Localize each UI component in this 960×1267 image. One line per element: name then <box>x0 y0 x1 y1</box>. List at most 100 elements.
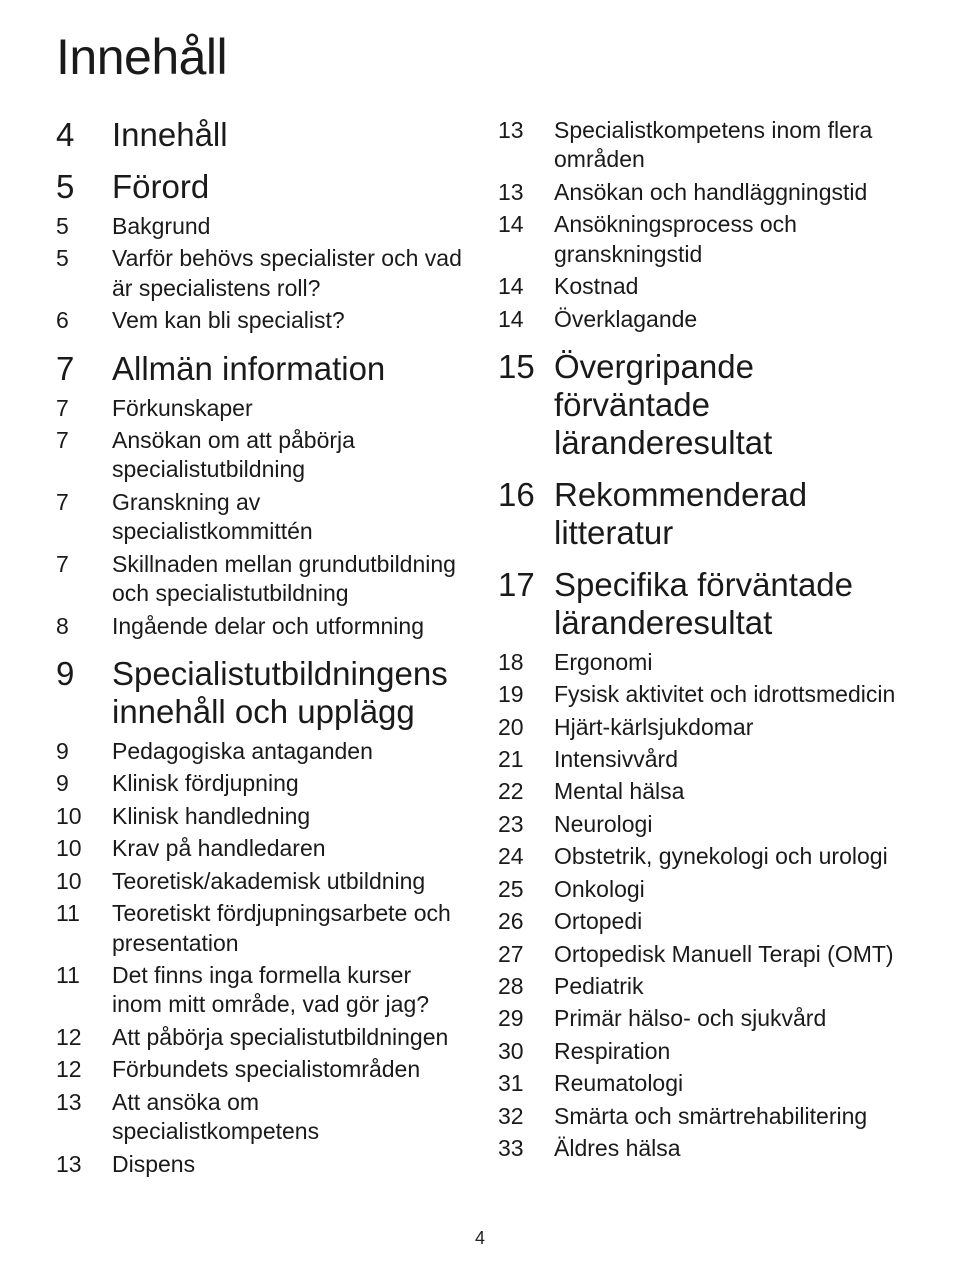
toc-entry-page: 22 <box>498 777 554 806</box>
toc-entry: 10Klinisk handledning <box>56 802 462 831</box>
toc-entry-page: 4 <box>56 116 112 154</box>
toc-entry-page: 12 <box>56 1055 112 1084</box>
toc-entry-title: Neurologi <box>554 810 904 839</box>
toc-entry-title: Förbundets specialistområden <box>112 1055 462 1084</box>
toc-entry: 9Klinisk fördjupning <box>56 769 462 798</box>
toc-entry-page: 28 <box>498 972 554 1001</box>
toc-entry-title: Specifika förväntade läranderesultat <box>554 566 904 642</box>
toc-entry: 15Övergripande förväntade läranderesulta… <box>498 348 904 462</box>
toc-entry-page: 20 <box>498 713 554 742</box>
toc-entry-title: Ansökningsprocess och granskningstid <box>554 210 904 269</box>
toc-entry-page: 21 <box>498 745 554 774</box>
toc-entry-title: Att ansöka om specialistkompetens <box>112 1088 462 1147</box>
toc-entry: 13Dispens <box>56 1150 462 1179</box>
toc-entry: 28Pediatrik <box>498 972 904 1001</box>
toc-entry-title: Ansökan och handläggningstid <box>554 178 904 207</box>
toc-entry-title: Reumatologi <box>554 1069 904 1098</box>
toc-entry-page: 13 <box>56 1088 112 1117</box>
toc-entry-page: 33 <box>498 1134 554 1163</box>
toc-entry-title: Respiration <box>554 1037 904 1066</box>
toc-entry-page: 5 <box>56 244 112 273</box>
toc-entry-page: 26 <box>498 907 554 936</box>
toc-entry-page: 14 <box>498 210 554 239</box>
toc-entry: 5Bakgrund <box>56 212 462 241</box>
toc-entry-title: Teoretisk/akademisk utbildning <box>112 867 462 896</box>
toc-columns: 4Innehåll5Förord5Bakgrund5Varför behövs … <box>56 116 904 1182</box>
toc-entry-page: 7 <box>56 550 112 579</box>
toc-entry-title: Övergripande förväntade läranderesultat <box>554 348 904 462</box>
toc-entry-title: Överklagande <box>554 305 904 334</box>
toc-entry-title: Varför behövs specialister och vad är sp… <box>112 244 462 303</box>
toc-entry-title: Klinisk handledning <box>112 802 462 831</box>
toc-entry: 24Obstetrik, gynekologi och urologi <box>498 842 904 871</box>
toc-entry: 14Ansökningsprocess och granskningstid <box>498 210 904 269</box>
toc-entry-title: Vem kan bli specialist? <box>112 306 462 335</box>
toc-entry-page: 31 <box>498 1069 554 1098</box>
toc-entry-page: 32 <box>498 1102 554 1131</box>
toc-entry-title: Smärta och smärtrehabilitering <box>554 1102 904 1131</box>
toc-entry-page: 23 <box>498 810 554 839</box>
toc-entry-title: Att påbörja specialistutbildningen <box>112 1023 462 1052</box>
toc-entry-title: Dispens <box>112 1150 462 1179</box>
toc-entry-page: 11 <box>56 961 112 990</box>
toc-entry-page: 18 <box>498 648 554 677</box>
toc-entry-page: 29 <box>498 1004 554 1033</box>
toc-entry-page: 30 <box>498 1037 554 1066</box>
toc-entry: 13Specialistkompetens inom flera områden <box>498 116 904 175</box>
toc-entry: 13Att ansöka om specialistkompetens <box>56 1088 462 1147</box>
toc-entry: 19Fysisk aktivitet och idrottsmedicin <box>498 680 904 709</box>
toc-entry-title: Mental hälsa <box>554 777 904 806</box>
toc-entry: 10Teoretisk/akademisk utbildning <box>56 867 462 896</box>
toc-entry-title: Onkologi <box>554 875 904 904</box>
toc-entry-title: Pedagogiska antaganden <box>112 737 462 766</box>
toc-entry-page: 7 <box>56 426 112 455</box>
toc-entry-page: 13 <box>56 1150 112 1179</box>
toc-entry-title: Obstetrik, gynekologi och urologi <box>554 842 904 871</box>
toc-entry: 21Intensivvård <box>498 745 904 774</box>
toc-entry-page: 6 <box>56 306 112 335</box>
toc-entry: 29Primär hälso- och sjukvård <box>498 1004 904 1033</box>
toc-entry: 18Ergonomi <box>498 648 904 677</box>
toc-entry-title: Kostnad <box>554 272 904 301</box>
toc-entry: 14Överklagande <box>498 305 904 334</box>
toc-entry-title: Primär hälso- och sjukvård <box>554 1004 904 1033</box>
toc-entry-title: Skillnaden mellan grundutbildning och sp… <box>112 550 462 609</box>
toc-entry-title: Specialistutbildningens innehåll och upp… <box>112 655 462 731</box>
toc-entry-title: Pediatrik <box>554 972 904 1001</box>
toc-entry-page: 10 <box>56 834 112 863</box>
toc-entry-title: Granskning av specialistkommittén <box>112 488 462 547</box>
toc-entry-page: 8 <box>56 612 112 641</box>
toc-entry-page: 10 <box>56 802 112 831</box>
toc-entry-page: 27 <box>498 940 554 969</box>
toc-entry-page: 5 <box>56 168 112 206</box>
toc-entry: 13Ansökan och handläggningstid <box>498 178 904 207</box>
toc-entry-page: 24 <box>498 842 554 871</box>
toc-entry: 31Reumatologi <box>498 1069 904 1098</box>
toc-entry: 33Äldres hälsa <box>498 1134 904 1163</box>
toc-column-left: 4Innehåll5Förord5Bakgrund5Varför behövs … <box>56 116 462 1182</box>
toc-entry-page: 15 <box>498 348 554 386</box>
toc-entry: 12Att påbörja specialistutbildningen <box>56 1023 462 1052</box>
toc-entry-page: 14 <box>498 272 554 301</box>
toc-entry: 27Ortopedisk Manuell Terapi (OMT) <box>498 940 904 969</box>
toc-entry: 17Specifika förväntade läranderesultat <box>498 566 904 642</box>
toc-entry-page: 14 <box>498 305 554 334</box>
toc-entry: 26Ortopedi <box>498 907 904 936</box>
toc-entry-page: 25 <box>498 875 554 904</box>
toc-entry: 7Allmän information <box>56 350 462 388</box>
toc-entry-page: 5 <box>56 212 112 241</box>
toc-column-right: 13Specialistkompetens inom flera områden… <box>498 116 904 1182</box>
toc-entry: 7Förkunskaper <box>56 394 462 423</box>
toc-entry-page: 9 <box>56 655 112 693</box>
toc-entry: 11Teoretiskt fördjupningsarbete och pres… <box>56 899 462 958</box>
toc-entry-title: Ortopedisk Manuell Terapi (OMT) <box>554 940 904 969</box>
toc-entry-title: Ortopedi <box>554 907 904 936</box>
toc-entry: 32Smärta och smärtrehabilitering <box>498 1102 904 1131</box>
toc-entry-title: Specialistkompetens inom flera områden <box>554 116 904 175</box>
toc-entry: 5Varför behövs specialister och vad är s… <box>56 244 462 303</box>
toc-entry: 5Förord <box>56 168 462 206</box>
toc-entry: 8Ingående delar och utformning <box>56 612 462 641</box>
toc-entry-page: 9 <box>56 737 112 766</box>
toc-entry: 4Innehåll <box>56 116 462 154</box>
toc-entry: 7Granskning av specialistkommittén <box>56 488 462 547</box>
